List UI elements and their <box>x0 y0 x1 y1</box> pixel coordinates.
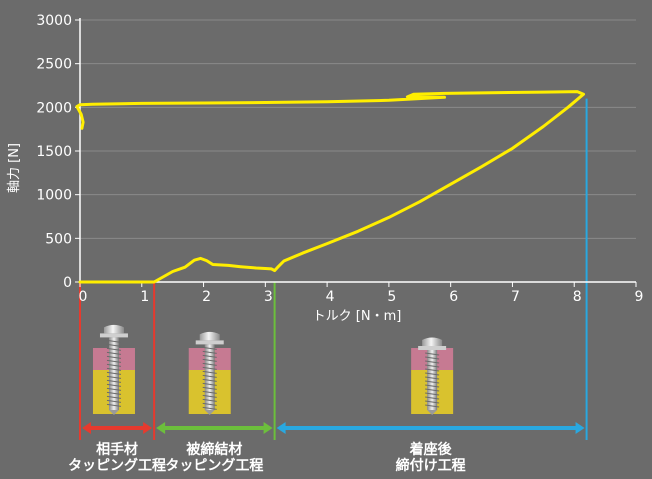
y-tick-label-0: 0 <box>63 275 72 291</box>
x-tick-label-8: 8 <box>573 289 582 305</box>
screw-tapping-icon <box>92 324 135 415</box>
stage-label-2-line-0: 着座後 <box>409 441 453 458</box>
screw-tapping-icon <box>188 331 231 415</box>
y-tick-label-1: 500 <box>45 231 72 247</box>
x-tick-label-5: 5 <box>387 289 396 305</box>
stage-label-1-line-0: 被締結材 <box>186 441 242 458</box>
stage-label-1-line-1: タッピング工程 <box>165 457 263 474</box>
stage-bracket-0 <box>82 422 153 434</box>
x-tick-label-4: 4 <box>326 289 335 305</box>
stage-divider-lines <box>79 98 588 440</box>
y-tick-label-5: 2500 <box>36 57 72 73</box>
x-tick-label-7: 7 <box>511 289 520 305</box>
stage-label-0-line-0: 相手材 <box>96 441 138 458</box>
data-series <box>75 90 585 284</box>
stage-bracket-2 <box>276 422 585 434</box>
x-tick-label-1: 1 <box>140 289 149 305</box>
y-tick-label-6: 3000 <box>36 13 72 29</box>
x-axis-label: トルク [N・m] <box>313 309 402 324</box>
x-tick-label-9: 9 <box>635 289 644 305</box>
series-line-0 <box>75 90 585 284</box>
x-tick-label-0: 0 <box>79 289 88 305</box>
stage-label-0-line-1: タッピング工程 <box>68 457 166 474</box>
y-tick-label-4: 2000 <box>36 100 72 116</box>
y-tick-label-3: 1500 <box>36 144 72 160</box>
grid-lines <box>80 19 636 239</box>
screw-illustrations <box>92 324 454 415</box>
y-tick-label-2: 1000 <box>36 188 72 204</box>
axes <box>75 18 637 287</box>
tick-labels: 0 500 1000 1500 2000 2500 3000 0 1 2 3 4 5 6 7 8 9 <box>36 13 643 305</box>
x-tick-label-2: 2 <box>202 289 211 305</box>
x-tick-label-6: 6 <box>449 289 458 305</box>
screw-seated-icon <box>411 337 454 415</box>
stage-bracket-1 <box>156 422 273 434</box>
y-axis-label: 軸力 [N] <box>7 143 22 193</box>
stage-label-2-line-1: 締付け工程 <box>396 457 466 474</box>
x-tick-label-3: 3 <box>264 289 273 305</box>
